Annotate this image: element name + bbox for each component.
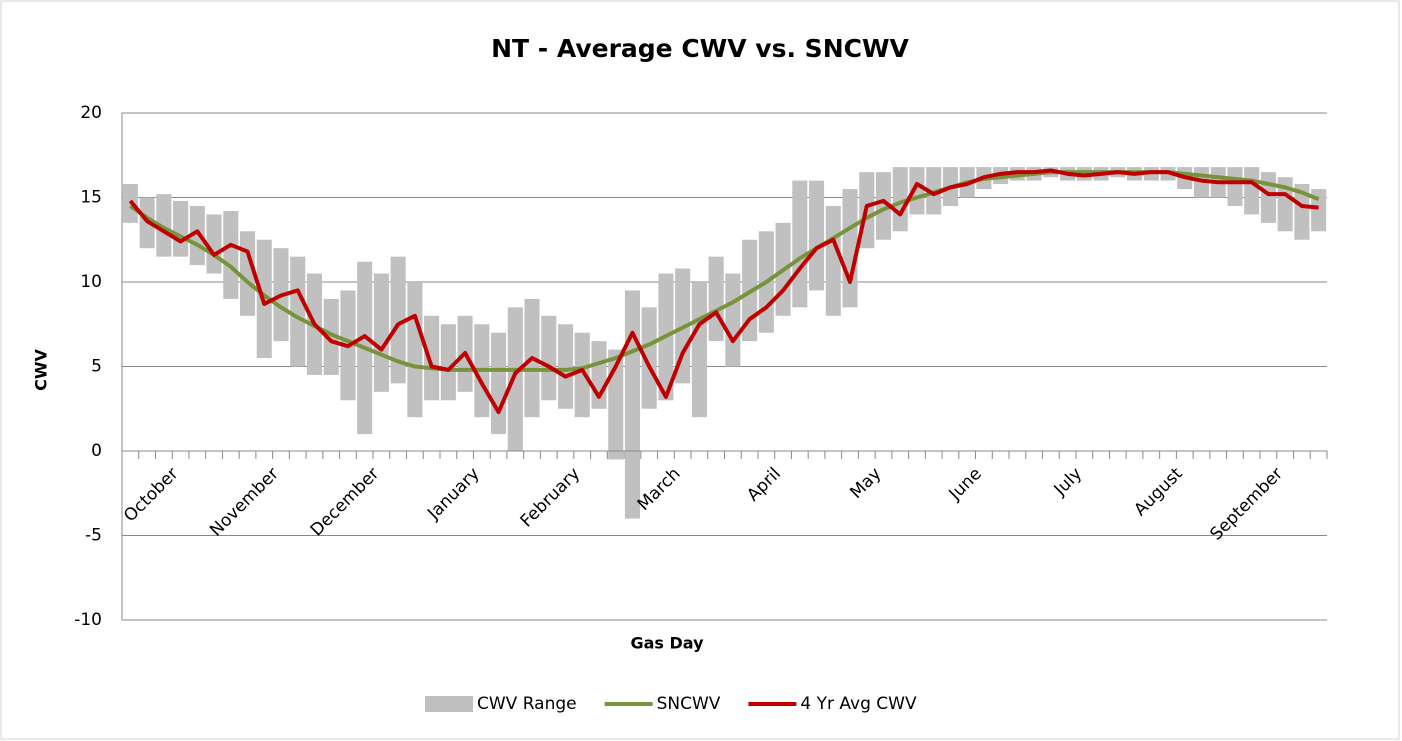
range-bar	[541, 315, 557, 401]
y-tick-label: -10	[74, 610, 102, 630]
legend-label: 4 Yr Avg CWV	[800, 694, 917, 714]
range-bar	[491, 332, 507, 435]
range-bar	[574, 332, 590, 418]
y-tick-label: 10	[80, 272, 102, 292]
range-bar	[1260, 172, 1276, 223]
y-tick-label: 15	[80, 188, 102, 208]
range-bar	[708, 256, 724, 342]
range-bar	[792, 180, 808, 308]
range-bar	[507, 307, 523, 451]
range-bar	[842, 189, 858, 308]
line-series	[128, 168, 1319, 415]
range-bar	[892, 167, 908, 232]
y-tick-label: 5	[91, 357, 102, 377]
legend-label: CWV Range	[477, 694, 577, 714]
range-bar	[909, 167, 925, 215]
range-bar	[407, 282, 423, 418]
legend-swatch	[425, 696, 473, 712]
range-bar	[156, 194, 172, 257]
y-tick-label: 20	[80, 103, 102, 123]
range-bar	[875, 172, 892, 240]
range-bar	[173, 200, 189, 257]
range-bar	[373, 273, 389, 392]
range-bar	[624, 290, 640, 519]
range-bar	[1244, 167, 1260, 215]
range-bar	[1294, 183, 1310, 240]
range-bar	[223, 211, 239, 299]
range-bar	[239, 231, 256, 316]
range-bar	[424, 315, 440, 401]
range-bar	[323, 298, 339, 375]
y-tick-label: -5	[85, 526, 102, 546]
range-bar	[641, 307, 657, 409]
range-bar	[1277, 177, 1293, 232]
range-bar	[206, 214, 222, 274]
x-axis-title: Gas Day	[630, 634, 704, 653]
range-bar	[390, 256, 406, 384]
y-tick-label: 0	[91, 441, 102, 461]
range-bar	[809, 180, 825, 291]
range-bar	[691, 282, 707, 418]
range-bar	[1227, 167, 1243, 206]
range-bar	[189, 205, 205, 266]
range-bar	[825, 205, 841, 316]
y-axis-title: CWV	[32, 349, 51, 391]
chart-title: NT - Average CWV vs. SNCWV	[491, 34, 909, 63]
range-bar	[290, 256, 306, 367]
range-bar	[440, 324, 456, 401]
legend-label: SNCWV	[657, 694, 721, 714]
range-bar	[725, 273, 741, 367]
range-bar	[557, 324, 574, 409]
